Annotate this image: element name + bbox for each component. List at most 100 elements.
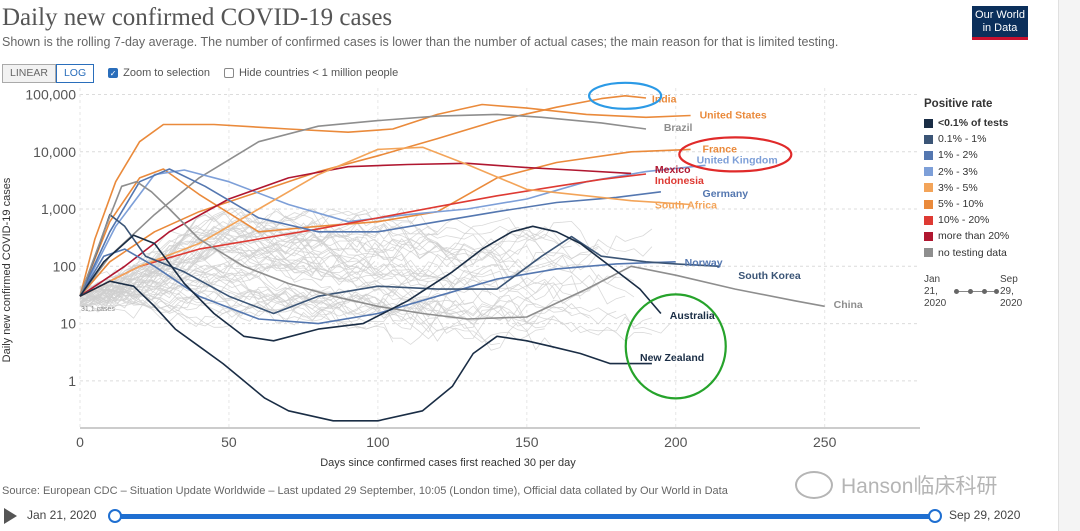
background-country-line (79, 224, 438, 306)
chart-title: Daily new confirmed COVID-19 cases (2, 4, 393, 31)
legend-item[interactable]: <0.1% of tests (924, 115, 1034, 131)
logo-line-1: Our World (975, 9, 1025, 21)
country-label: India (652, 94, 677, 106)
annotation-ellipse (624, 293, 727, 400)
legend-swatch (924, 183, 933, 193)
legend-label: 1% - 2% (938, 149, 978, 162)
owid-logo[interactable]: Our World in Data (972, 6, 1028, 40)
legend-time-end: Sep 29, 2020 (1000, 274, 1022, 310)
y-tick-label: 1 (68, 373, 76, 389)
series-line (79, 225, 662, 342)
legend-item[interactable]: 1% - 2% (924, 147, 1034, 163)
legend-swatch (924, 134, 933, 144)
legend-time-line (956, 291, 996, 292)
background-country-line (79, 283, 367, 329)
legend-item[interactable]: 10% - 20% (924, 212, 1034, 228)
play-icon[interactable] (4, 508, 17, 524)
legend-item[interactable]: 5% - 10% (924, 196, 1034, 212)
series-line (79, 173, 647, 297)
legend-label: 10% - 20% (938, 214, 990, 227)
x-tick-label: 0 (76, 434, 84, 450)
legend-time-start-year: 2020 (924, 298, 947, 309)
country-label: China (834, 299, 863, 311)
country-label: United Kingdom (697, 155, 778, 167)
legend-label: more than 20% (938, 230, 1010, 243)
watermark: Hanson临床科研 (795, 470, 997, 500)
legend-swatch (924, 199, 933, 209)
series-line (79, 113, 647, 297)
legend-items: <0.1% of tests 0.1% - 1% 1% - 2% 2% - 3% 3% … (924, 115, 1034, 261)
background-country-line (79, 280, 537, 340)
legend-label: <0.1% of tests (938, 117, 1009, 130)
country-label: Mexico (655, 164, 691, 176)
country-label: Australia (670, 310, 715, 322)
legend-item[interactable]: no testing data (924, 245, 1034, 261)
linear-scale-button[interactable]: LINEAR (2, 63, 56, 83)
legend-time-dot (994, 289, 999, 294)
wechat-icon (795, 471, 833, 499)
legend-swatch (924, 167, 933, 177)
series-line (79, 168, 661, 297)
country-label: South Korea (738, 270, 801, 282)
x-tick-label: 150 (515, 434, 539, 450)
legend-time-range: Jan 21, 2020 Sep 29, 2020 (924, 274, 1034, 314)
background-country-line (79, 291, 501, 346)
background-country-line (79, 267, 626, 317)
timeline-end-handle[interactable] (928, 509, 942, 523)
legend-item[interactable]: 2% - 3% (924, 164, 1034, 180)
series-line (79, 280, 652, 422)
legend-item[interactable]: 0.1% - 1% (924, 131, 1034, 147)
country-label: Indonesia (655, 175, 704, 187)
legend-swatch (924, 118, 933, 128)
legend-time-end-day: 29, (1000, 286, 1014, 297)
y-tick-label: 10,000 (33, 144, 76, 160)
legend-label: no testing data (938, 246, 1007, 259)
zoom-to-selection-checkbox[interactable]: ✓ Zoom to selection (108, 67, 210, 79)
legend-time-end-month: Sep (1000, 274, 1018, 285)
legend-label: 0.1% - 1% (938, 133, 987, 146)
legend-swatch (924, 150, 933, 160)
timeline-slider: Jan 21, 2020 Sep 29, 2020 (0, 504, 1040, 528)
chart-subtitle: Shown is the rolling 7-day average. The … (2, 35, 839, 49)
series-line (79, 248, 676, 325)
background-country-line (79, 289, 554, 329)
background-country-line (79, 290, 340, 327)
checkbox-checked-icon: ✓ (108, 68, 119, 78)
country-label: Norway (685, 257, 723, 269)
background-country-line (79, 227, 501, 305)
chart-axes: 1 10 100 1,000 10,000 100,000 0 50 100 150 200 250 D… (1, 87, 920, 469)
x-tick-label: 100 (366, 434, 390, 450)
legend-label: 2% - 3% (938, 165, 978, 178)
background-country-line (79, 234, 635, 299)
legend-swatch (924, 215, 933, 225)
country-label: Brazil (664, 122, 693, 134)
timeline-track[interactable] (115, 514, 935, 519)
background-country-line (79, 206, 572, 305)
legend-swatch (924, 231, 933, 241)
legend-time-dot (968, 289, 973, 294)
legend-time-start: Jan 21, 2020 (924, 274, 946, 310)
highlighted-country-lines (79, 95, 825, 422)
background-country-line (79, 255, 581, 304)
legend-time-start-day: 21, (924, 286, 938, 297)
legend-title: Positive rate (924, 98, 993, 110)
y-tick-label: 1,000 (41, 201, 76, 217)
annotation-ellipses (588, 81, 793, 400)
hide-small-countries-checkbox[interactable]: Hide countries < 1 million people (223, 67, 398, 79)
country-label: New Zealand (640, 352, 704, 364)
background-country-line (79, 242, 554, 302)
legend-time-end-year: 2020 (1000, 298, 1023, 309)
page-scrollbar[interactable] (1058, 0, 1080, 531)
y-axis-label: Daily new confirmed COVID-19 cases (1, 177, 13, 362)
background-country-line (79, 207, 465, 300)
legend-item[interactable]: more than 20% (924, 228, 1034, 244)
chart-controls: LINEAR LOG ✓ Zoom to selection Hide coun… (2, 63, 398, 83)
source-note: Source: European CDC – Situation Update … (2, 485, 728, 497)
log-scale-button[interactable]: LOG (55, 63, 95, 83)
legend-swatch (924, 248, 933, 258)
series-line (79, 103, 691, 297)
timeline-start-handle[interactable] (108, 509, 122, 523)
legend-item[interactable]: 3% - 5% (924, 180, 1034, 196)
